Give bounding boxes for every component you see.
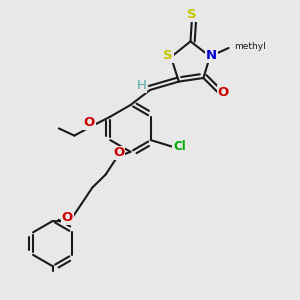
Text: S: S	[187, 8, 197, 21]
Text: Cl: Cl	[173, 140, 186, 153]
Text: O: O	[218, 86, 229, 99]
Text: methyl: methyl	[234, 42, 266, 51]
Text: H: H	[137, 79, 146, 92]
Text: O: O	[113, 146, 124, 160]
Text: N: N	[206, 49, 217, 62]
Text: O: O	[83, 116, 95, 129]
Text: O: O	[61, 211, 73, 224]
Text: S: S	[163, 49, 173, 62]
